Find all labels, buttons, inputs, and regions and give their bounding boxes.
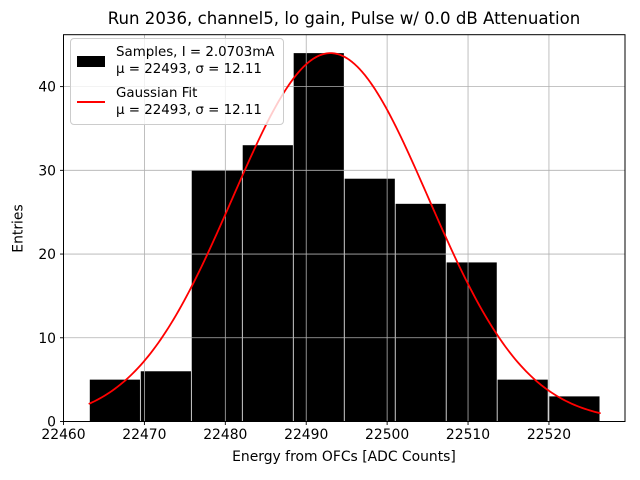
x-axis-label: Energy from OFCs [ADC Counts]	[232, 449, 456, 465]
samples-patch-swatch	[77, 55, 105, 67]
samples-label: Samples, I = 2.0703mA	[116, 45, 275, 60]
x-tick-label: 22480	[203, 427, 247, 443]
legend-entry-gaussian-fit: Gaussian Fit μ = 22493, σ = 12.11	[77, 85, 274, 119]
histogram-bar	[140, 371, 191, 422]
legend-entry-samples: Samples, I = 2.0703mA μ = 22493, σ = 12.…	[77, 44, 274, 78]
y-tick-label: 10	[38, 331, 56, 347]
x-tick-label: 22490	[284, 427, 328, 443]
histogram-bar	[191, 170, 242, 422]
x-tick-label: 22510	[446, 427, 490, 443]
gaussian-fit-line-swatch	[77, 101, 105, 103]
samples-swatch-column	[77, 55, 105, 67]
gaussian-fit-stats: μ = 22493, σ = 12.11	[116, 103, 262, 118]
y-axis-label: Entries	[10, 204, 27, 253]
histogram-bar	[446, 262, 497, 422]
x-tick-label: 22460	[41, 427, 85, 443]
histogram-bar	[242, 145, 293, 422]
samples-stats: μ = 22493, σ = 12.11	[116, 62, 262, 77]
gaussian-fit-label: Gaussian Fit	[116, 86, 198, 101]
fit-legend-text: Gaussian Fit μ = 22493, σ = 12.11	[116, 85, 262, 119]
histogram-bar	[395, 203, 446, 422]
x-tick-label: 22520	[527, 427, 571, 443]
chart-title: Run 2036, channel5, lo gain, Pulse w/ 0.…	[107, 9, 581, 28]
y-tick-label: 40	[38, 80, 56, 96]
x-tick-label: 22500	[365, 427, 409, 443]
gaussian-fit-curve	[88, 52, 601, 414]
y-tick-label: 0	[47, 415, 56, 431]
histogram-bar	[344, 178, 395, 422]
samples-legend-text: Samples, I = 2.0703mA μ = 22493, σ = 12.…	[116, 44, 274, 78]
legend: Samples, I = 2.0703mA μ = 22493, σ = 12.…	[70, 38, 285, 125]
fit-swatch-column	[77, 101, 105, 103]
y-tick-label: 20	[38, 247, 56, 263]
x-tick-label: 22470	[122, 427, 166, 443]
histogram-bar	[548, 396, 600, 422]
axes-spine	[63, 34, 626, 422]
y-tick-label: 30	[38, 163, 56, 179]
histogram-bar	[497, 379, 548, 422]
histogram-bar	[293, 53, 344, 422]
histogram-bar	[89, 379, 140, 422]
